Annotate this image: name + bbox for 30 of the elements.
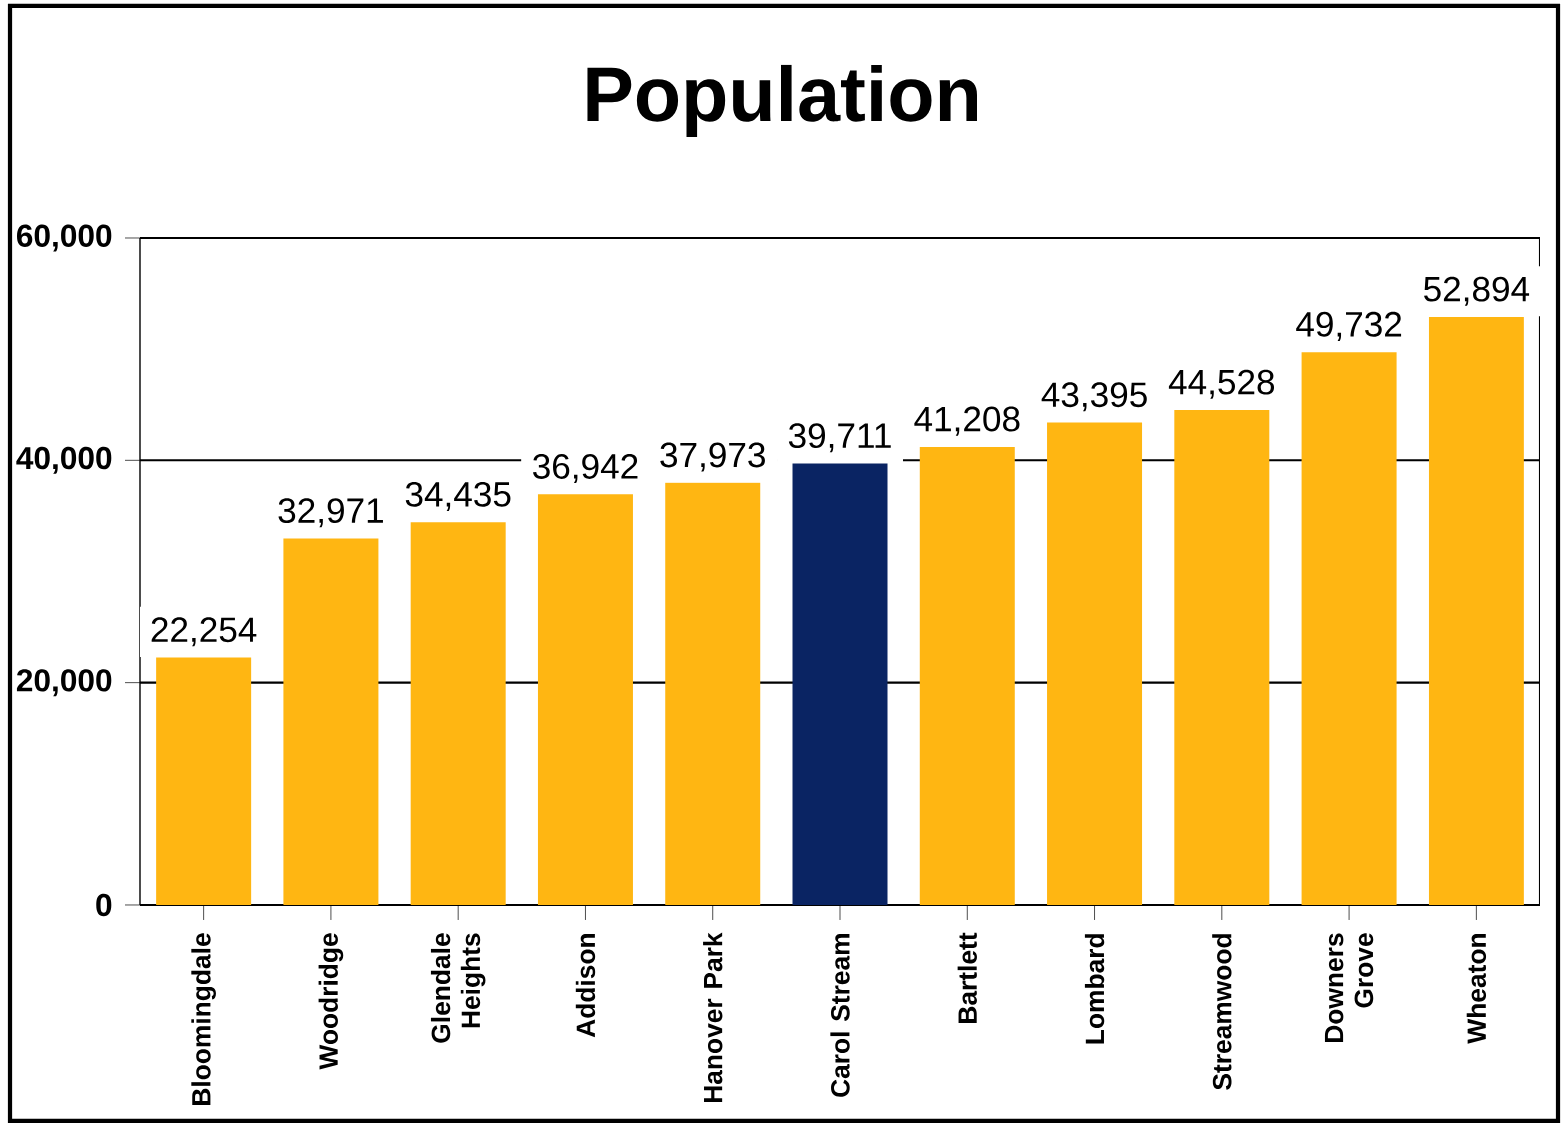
data-label: 39,711 <box>788 423 891 453</box>
x-tick-label: Carol Stream <box>830 934 850 1097</box>
x-tick-label: Wheaton <box>1466 934 1487 1044</box>
data-label: 44,528 <box>1168 369 1275 399</box>
y-tick-label: 40,000 <box>16 446 112 474</box>
bar <box>537 494 633 905</box>
data-label: 22,254 <box>151 617 257 647</box>
data-label: 37,973 <box>660 442 765 472</box>
data-label: 41,208 <box>914 406 1020 436</box>
y-tick-label: 60,000 <box>17 224 112 252</box>
data-label: 32,971 <box>278 498 383 528</box>
bar <box>1428 316 1524 905</box>
data-label: 52,894 <box>1424 276 1530 306</box>
chart-title: Population <box>587 64 977 138</box>
bar <box>156 657 252 905</box>
data-label: 43,395 <box>1041 382 1147 412</box>
x-tick-label: Addison <box>575 934 596 1038</box>
x-tick-label: Woodridge <box>318 933 344 1070</box>
x-tick-label: Downers Grove <box>1324 933 1374 1042</box>
data-label: 36,942 <box>533 454 638 484</box>
data-label: 34,435 <box>405 481 511 511</box>
y-tick-label: 20,000 <box>16 669 112 697</box>
x-tick-label: Streamwood <box>1212 934 1232 1090</box>
x-tick-label: Lombard <box>1084 934 1105 1044</box>
x-tick-label: Bartlett <box>957 932 977 1023</box>
x-tick-label: Glendale Heights <box>430 933 486 1043</box>
x-tick-label: Bloomingdale <box>191 933 216 1105</box>
data-label: 49,732 <box>1296 311 1402 341</box>
x-tick-label: Hanover Park <box>703 932 723 1103</box>
y-tick-label: 0 <box>96 893 112 917</box>
